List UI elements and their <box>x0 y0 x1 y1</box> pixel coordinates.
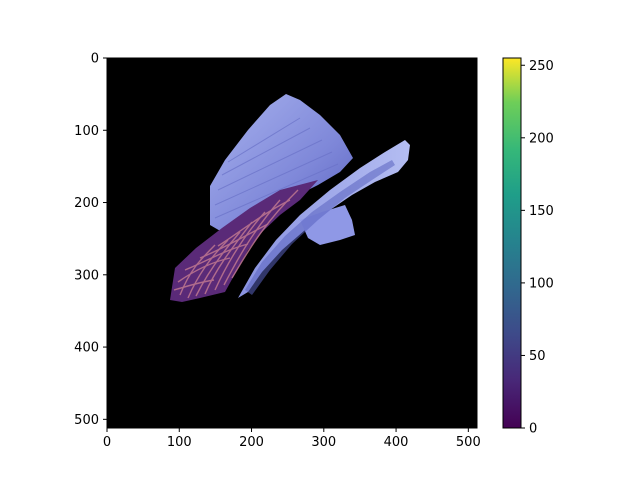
fiber-strands <box>173 189 299 299</box>
image-frame <box>106 57 478 429</box>
y-tick-label: 100 <box>74 124 99 139</box>
colorbar-gradient <box>502 57 522 429</box>
x-tick-label: 400 <box>384 435 409 450</box>
colorbar: 0 50 100 150 200 250 <box>502 57 554 437</box>
hat-crown <box>210 94 353 232</box>
x-tick-label: 0 <box>103 435 111 450</box>
colorbar-tick-label: 150 <box>529 204 554 219</box>
brim-inner-shadow <box>245 160 395 295</box>
fiber-region <box>170 180 318 302</box>
colorbar-tick-label: 200 <box>529 131 554 146</box>
y-tick-label: 300 <box>74 268 99 283</box>
image-panel <box>107 58 477 428</box>
y-tick-label: 200 <box>74 196 99 211</box>
colorbar-tick-label: 50 <box>529 349 546 364</box>
x-tick-label: 300 <box>311 435 336 450</box>
colorbar-tick-label: 0 <box>529 422 537 437</box>
colorbar-tick-label: 100 <box>529 276 554 291</box>
y-axis: 0 100 200 300 400 500 <box>74 52 107 428</box>
y-tick-label: 0 <box>91 52 99 67</box>
y-tick-label: 500 <box>74 413 99 428</box>
colorbar-ticks: 0 50 100 150 200 250 <box>521 59 554 437</box>
x-tick-label: 500 <box>456 435 481 450</box>
x-axis: 0 100 200 300 400 500 <box>103 428 481 450</box>
hat-stripes <box>214 117 339 219</box>
x-tick-label: 200 <box>239 435 264 450</box>
x-tick-label: 100 <box>167 435 192 450</box>
y-tick-label: 400 <box>74 341 99 356</box>
colorbar-tick-label: 250 <box>529 59 554 74</box>
